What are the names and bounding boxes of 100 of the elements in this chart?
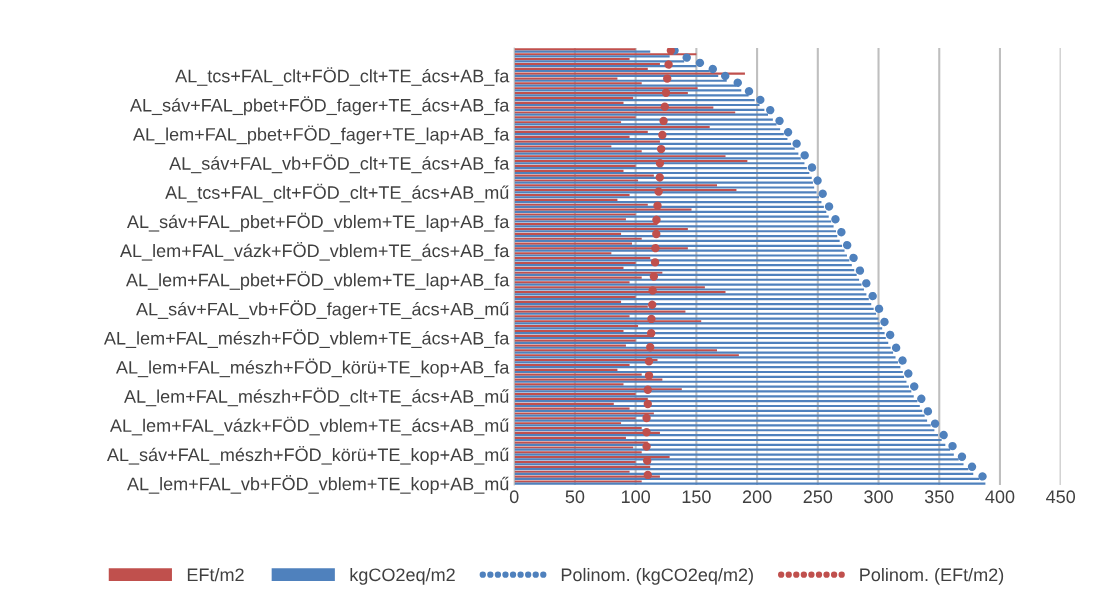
x-tick-label: 100 [621, 490, 650, 504]
bar [514, 169, 624, 172]
x-tick-label: 200 [742, 490, 772, 504]
bar [514, 472, 974, 476]
bar [514, 288, 864, 291]
bar [514, 409, 923, 412]
bar [514, 237, 642, 240]
x-tick-label: 50 [565, 490, 585, 504]
bar [514, 82, 642, 85]
bar [514, 426, 642, 430]
y-tick-label: AL_tcs+FAL_clt+FÖD_clt+TE_ács+AB_mű [165, 183, 509, 203]
bar [514, 96, 634, 100]
y-tick-label: AL_tcs+FAL_clt+FÖD_clt+TE_ács+AB_fa [175, 67, 510, 86]
bar [514, 373, 642, 376]
bar [514, 242, 632, 245]
bar [514, 268, 855, 272]
bar [514, 366, 901, 369]
bar [514, 281, 630, 284]
bar [514, 402, 614, 405]
bar [514, 140, 660, 143]
bar [514, 356, 896, 359]
bar [514, 404, 920, 408]
bar [514, 252, 612, 255]
y-tick-label: AL_sáv+FAL_pbet+FÖD_vblem+TE_lap+AB_fa [126, 212, 510, 232]
bar [514, 201, 822, 204]
bar [514, 453, 954, 456]
x-tick-label: 300 [864, 490, 893, 504]
bar [514, 257, 651, 260]
bar [514, 264, 852, 267]
legend-label: EFt/m2 [187, 567, 244, 582]
legend-label: Polinom. (kgCO2eq/m2) [561, 567, 753, 585]
bar [514, 150, 642, 153]
bar [514, 344, 626, 347]
bar [514, 155, 726, 158]
bar [514, 50, 651, 53]
bar [514, 193, 630, 197]
bar [514, 395, 914, 398]
bar [514, 152, 799, 155]
y-tick-label: AL_lem+FAL_mészh+FÖD_vblem+TE_ács+AB_fa [103, 329, 510, 348]
bar [514, 101, 624, 104]
legend-label: Polinom. (EFt/m2) [860, 567, 1004, 585]
bar [514, 89, 742, 92]
bar [514, 121, 622, 124]
bar [514, 470, 630, 473]
bar [514, 213, 636, 216]
bar [514, 390, 912, 393]
bar [514, 276, 642, 279]
bar [514, 116, 636, 119]
y-tick-label: AL_lem+FAL_mészh+FÖD_clt+TE_ács+AB_mű [124, 387, 509, 407]
bar [514, 278, 860, 281]
bar [514, 315, 630, 318]
bar [514, 186, 815, 189]
bar [514, 55, 670, 58]
bar [514, 58, 630, 61]
x-tick-label: 250 [803, 490, 833, 504]
bar [514, 429, 935, 432]
bar [514, 249, 845, 252]
y-tick-label: AL_lem+FAL_vb+FÖD_vblem+TE_kop+AB_mű [127, 475, 509, 494]
bar [514, 254, 847, 257]
bar [514, 300, 622, 303]
x-tick-label: 150 [682, 490, 711, 504]
bar [514, 164, 636, 168]
bar [514, 135, 630, 138]
bar [514, 482, 986, 485]
bar [514, 383, 624, 386]
bar [514, 407, 630, 410]
legend-label: kgCO2eq/m2 [350, 567, 455, 585]
bar [514, 419, 928, 422]
y-tick-label: AL_sáv+FAL_vb+FÖD_clt+TE_ács+AB_fa [169, 154, 510, 174]
bar [514, 232, 622, 235]
bar [514, 174, 654, 177]
bar [514, 145, 612, 148]
bar [514, 62, 660, 66]
bar [514, 451, 642, 454]
bar [514, 380, 907, 383]
bar [514, 422, 622, 425]
bar [514, 312, 877, 315]
y-tick-label: AL_sáv+FAL_vb+FÖD_fager+TE_ács+AB_mű [136, 300, 509, 320]
bar [514, 341, 889, 344]
y-tick-label: AL_lem+FAL_vázk+FÖD_vblem+TE_ács+AB_mű [109, 416, 509, 436]
bar [514, 261, 636, 265]
bar [514, 239, 840, 243]
bar [514, 480, 642, 483]
bar [514, 329, 624, 333]
bar [514, 460, 636, 464]
bar [514, 295, 636, 299]
bar [514, 266, 624, 269]
bar [514, 339, 636, 342]
bar [514, 198, 618, 201]
bar [514, 179, 639, 182]
bar [514, 171, 810, 175]
bar [514, 446, 634, 449]
bar [514, 210, 827, 213]
bar [514, 130, 648, 134]
y-tick-label: AL_lem+FAL_pbet+FÖD_vblem+TE_lap+AB_fa [125, 271, 510, 290]
bar [514, 351, 894, 354]
bar [514, 137, 788, 141]
bar [514, 443, 946, 446]
bar [514, 225, 834, 228]
bar [514, 203, 648, 206]
